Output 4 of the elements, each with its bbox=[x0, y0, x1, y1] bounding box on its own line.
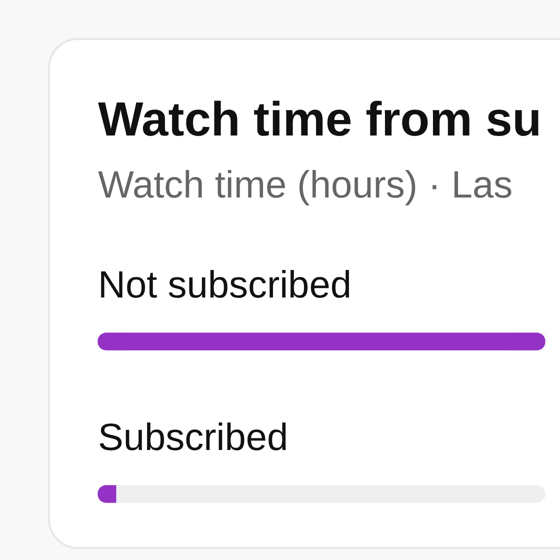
chart-title: Watch time from su bbox=[98, 94, 542, 146]
y-tick-label: Subscribed bbox=[98, 417, 288, 459]
y-tick-label: Not subscribed bbox=[98, 264, 352, 306]
chart-subtitle: Watch time (hours) · Las bbox=[98, 164, 513, 206]
